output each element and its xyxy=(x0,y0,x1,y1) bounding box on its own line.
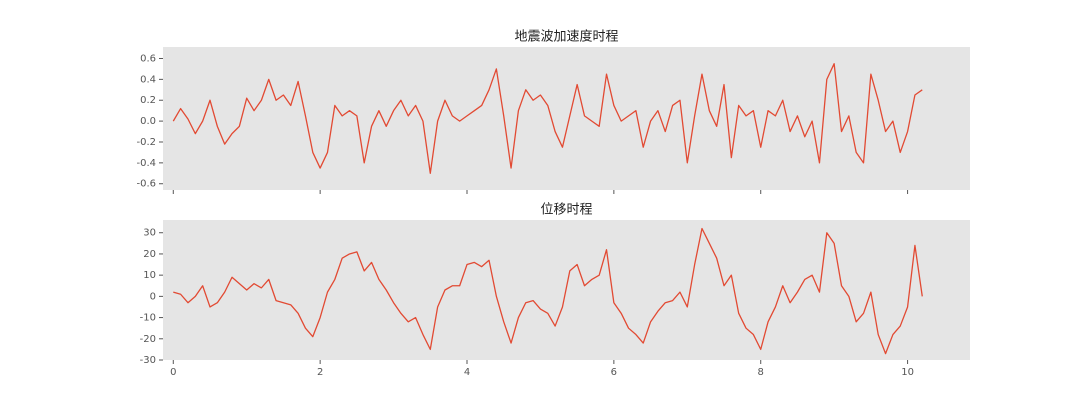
y-tick-label: -0.6 xyxy=(136,179,156,190)
y-tick-label: 0.2 xyxy=(140,95,156,106)
x-tick-label: 2 xyxy=(317,367,323,378)
x-tick-label: 10 xyxy=(901,367,914,378)
x-tick-label: 4 xyxy=(464,367,470,378)
x-tick-label: 6 xyxy=(611,367,617,378)
y-tick-label: -20 xyxy=(140,334,156,345)
chart-title: 位移时程 xyxy=(540,203,592,218)
y-tick-label: -10 xyxy=(140,313,156,324)
x-tick-label: 8 xyxy=(758,367,764,378)
y-tick-label: 20 xyxy=(143,249,156,260)
y-tick-label: 30 xyxy=(143,228,156,239)
y-tick-label: 0 xyxy=(150,291,156,302)
chart-title: 地震波加速度时程 xyxy=(514,29,618,45)
x-tick-label: 0 xyxy=(170,367,176,378)
y-tick-label: -0.4 xyxy=(136,158,156,169)
y-tick-label: 0.4 xyxy=(140,74,156,85)
y-tick-label: -30 xyxy=(140,355,156,366)
series-line xyxy=(173,227,923,355)
y-tick-label: 0.0 xyxy=(140,116,156,127)
y-tick-label: 0.6 xyxy=(140,53,156,64)
y-tick-label: -0.2 xyxy=(136,137,156,148)
y-tick-label: 10 xyxy=(143,270,156,281)
series-line xyxy=(172,63,923,174)
